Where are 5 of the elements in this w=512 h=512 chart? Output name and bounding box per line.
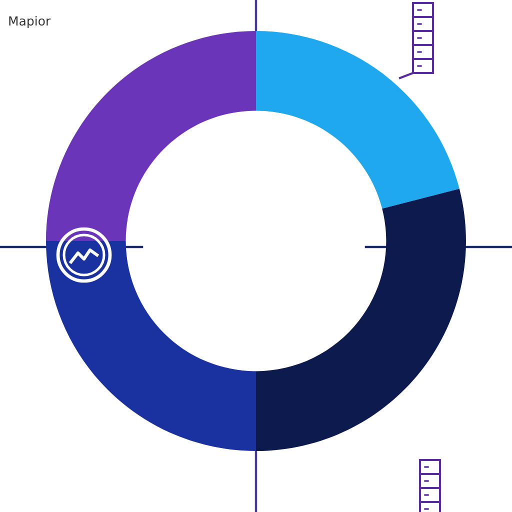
donut-slice (256, 31, 460, 209)
chart-title: Mapior (9, 16, 51, 28)
donut-slice (256, 188, 466, 451)
donut-slice (46, 241, 256, 451)
donut-slice (46, 31, 256, 241)
